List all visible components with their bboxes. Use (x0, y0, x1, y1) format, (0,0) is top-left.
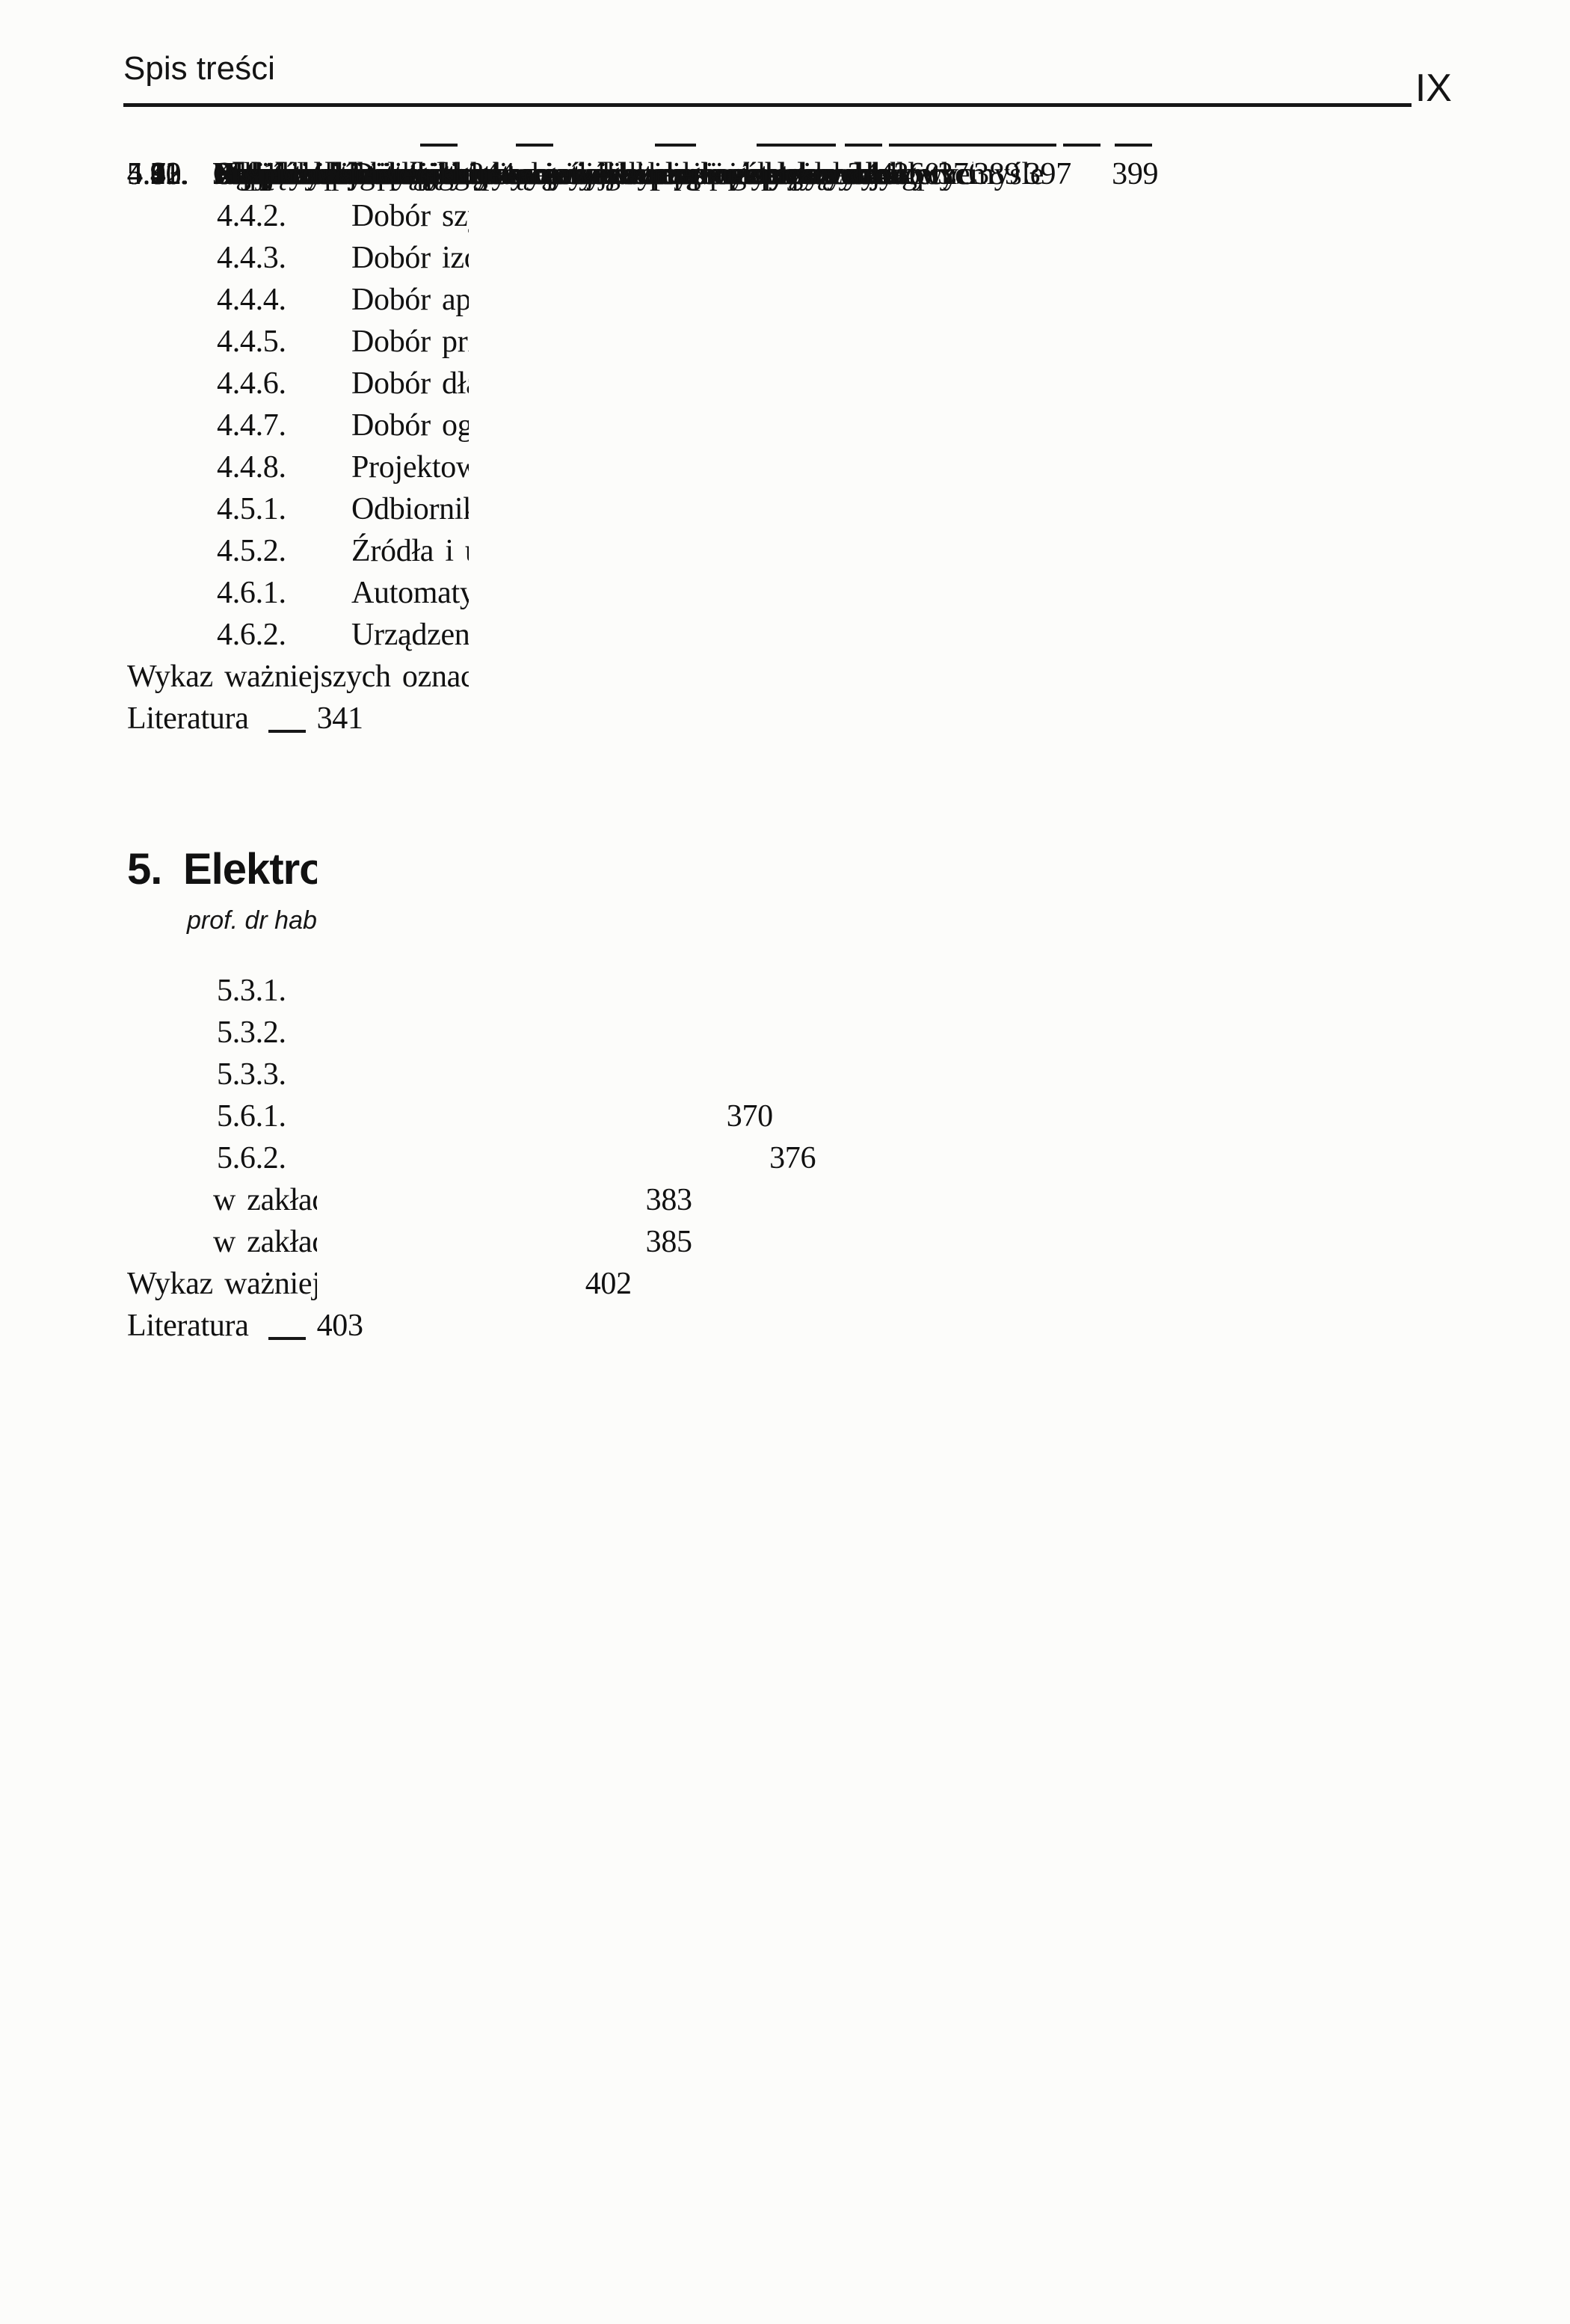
toc-entry-number: 4.4.4. (217, 283, 286, 317)
toc-entry-number: 4.6.1. (217, 576, 286, 610)
toc-entry-number: 4.11. (127, 157, 188, 191)
page-number: IX (1414, 67, 1452, 110)
toc-entry-number: 4.4.5. (217, 325, 286, 359)
toc-leader-line (757, 144, 795, 147)
toc-entry-title: Gospodarka mocą bierną w zakładach przem… (213, 157, 906, 191)
toc-entry-number: 4.4.8. (217, 450, 286, 485)
toc-entry-number: 4.5.1. (217, 492, 286, 526)
toc-entry-number: 5.2. (127, 157, 173, 191)
toc-entry-title: Racjonalne użytkowanie mocy i energii el… (213, 157, 881, 191)
toc-entry-number: 4.4.7. (217, 408, 286, 443)
toc-entry-number: 5.12. (127, 157, 189, 191)
toc-entry-title: Stacje elektroenergetyczne w zakładach p… (213, 157, 924, 191)
toc-entry-number: 5.8. (127, 157, 173, 191)
toc-entry-title: Wprowadzenie (213, 157, 401, 191)
toc-entry-number: 5.13. (127, 157, 189, 191)
toc-leader-line (1063, 144, 1101, 147)
toc-entry-number: 5.4. (127, 157, 173, 191)
toc-entry-title: Napięcia elektroenergetycznych sieci prz… (213, 157, 888, 191)
toc-entry-title: Układy elektroenergetycznych sieci przem… (213, 157, 869, 191)
toc-entry-number: 5.6. (127, 157, 173, 191)
toc-leader-line (658, 144, 696, 147)
toc-entry-number: 5.6.2. (217, 1141, 286, 1175)
toc-entry-title: Jakość energii elektrycznej i jej wpływ … (213, 157, 1000, 191)
toc-entry-number: 5.9. (127, 157, 173, 191)
toc-entry-number: 5.11. (127, 157, 188, 191)
toc-entry-title: Projektowanie elektroenergetycznych siec… (213, 157, 957, 191)
page-title: Spis treści (123, 50, 275, 87)
toc-leader-line (1006, 144, 1044, 147)
toc-entry-title: Wykaz ważniejszych oznaczeń (127, 660, 517, 694)
toc-entry: Literatura – 403 (127, 1305, 1570, 2324)
toc-entry-number: 5.3. (127, 157, 173, 191)
header-rule (123, 103, 1412, 107)
toc-entry-number: 4.4.2. (217, 199, 286, 233)
toc-entry-number: 4.4.1. (217, 157, 286, 191)
toc-entry-number: 5.7. (127, 157, 173, 191)
toc-leader-line (268, 730, 306, 733)
toc-entry-number: 4.7. (127, 157, 173, 191)
toc-entry-number: 5.10. (127, 157, 189, 191)
toc-entry-number: 4.4.6. (217, 366, 286, 401)
toc-leader-line (976, 144, 1014, 147)
toc-entry: 5.10. Racjonalne użytkowanie mocy i ener… (0, 0, 1570, 191)
toc-entry-title: Wybór optymalnych parametrów urządzeń el… (213, 157, 1043, 191)
toc-leader-line (925, 144, 963, 147)
toc-entry-title: Ograniczanie prądu zwarciowego w sieciac… (213, 157, 988, 191)
toc-entry-number: 5.5. (127, 157, 173, 191)
toc-entry-number: 5.3.3. (217, 1057, 286, 1092)
toc-entry-number: 4.9. (127, 157, 173, 191)
toc-entry-title: Potrzeby własne stacji (213, 157, 496, 191)
toc-entry-title: Literatura (127, 701, 249, 736)
toc-leader-line (889, 144, 926, 147)
toc-leader-line (515, 144, 553, 147)
toc-entry-page: 403 (316, 1305, 1570, 2324)
toc-entry-number: 4.6.2. (217, 618, 286, 652)
toc-entry-number: 4.5. (127, 157, 173, 191)
toc-entry: 5.9. Wybór optymalnych parametrów urządz… (0, 0, 1570, 191)
chapter-number: 5. (127, 845, 162, 894)
toc-entry-title: Wyznaczanie zapotrzebowania na moc i ene… (213, 157, 825, 191)
toc-content: 4.4.1. Dobór transformatorów – 298 4.4.2… (127, 144, 1570, 2324)
toc-entry-title: Odbiorniki energii elektrycznej w przemy… (213, 157, 780, 191)
toc-section-chapter5: 5.1. Wprowadzenie – 344 5.2. Odbiorniki … (127, 144, 1570, 2324)
toc-entry-number: 5.1. (127, 157, 173, 191)
toc-leader-line (268, 1337, 306, 1340)
toc-entry-number: 4.4.3. (217, 241, 286, 275)
toc-leader-line (798, 144, 837, 147)
toc-leader-line (844, 144, 882, 147)
toc-entry-number: 4.8. (127, 157, 173, 191)
toc-entry-number: 4.10. (127, 157, 189, 191)
toc-entry-number: 5.3.1. (217, 974, 286, 1008)
toc-leader-line (1115, 144, 1153, 147)
toc-entry-title: Literatura (127, 1309, 249, 1343)
toc-entry-number: 4.6. (127, 157, 173, 191)
toc-entry-number: 4.5.2. (217, 534, 286, 568)
toc-entry-number: 5.3.2. (217, 1015, 286, 1050)
toc-entry-title: Eksploatacja sieci i urządzeń elektroene… (213, 157, 1044, 191)
toc-entry-number: 5.6.1. (217, 1099, 286, 1134)
toc-leader-line (419, 144, 458, 147)
